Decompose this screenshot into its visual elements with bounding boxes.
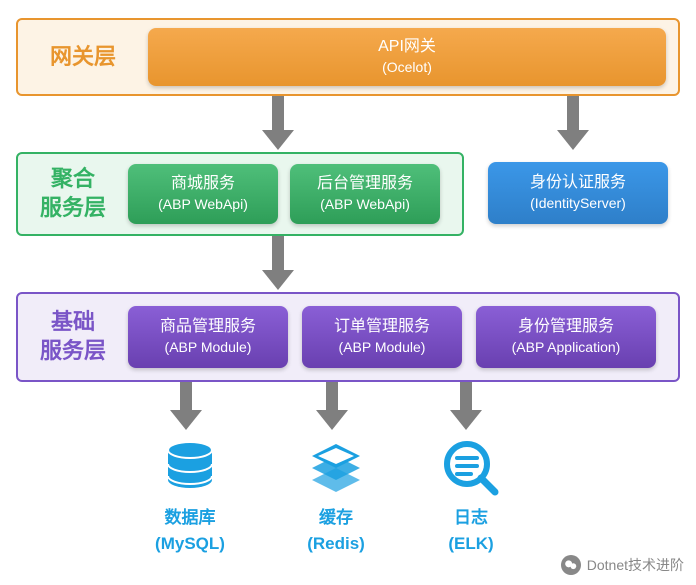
infra-database: 数据库 (MySQL) [140, 438, 240, 555]
infra-db-tech: (MySQL) [140, 533, 240, 555]
infra-log-tech: (ELK) [426, 533, 516, 555]
arrow-stem [180, 382, 192, 412]
database-icon [160, 438, 220, 498]
arrow-head [450, 410, 482, 430]
arrow-stem [272, 236, 284, 272]
arrow-head [557, 130, 589, 150]
product-service-sub: (ABP Module) [165, 338, 252, 358]
watermark-text: Dotnet技术进阶 [587, 555, 684, 575]
product-service-title: 商品管理服务 [160, 316, 256, 338]
infra-cache-tech: (Redis) [286, 533, 386, 555]
api-gateway-title: API网关 [378, 36, 436, 58]
search-icon [441, 438, 501, 498]
watermark: Dotnet技术进阶 [561, 555, 684, 575]
order-service-box: 订单管理服务 (ABP Module) [302, 306, 462, 368]
identity-service-title: 身份认证服务 [530, 172, 626, 194]
identity-service-box: 身份认证服务 (IdentityServer) [488, 162, 668, 224]
product-service-box: 商品管理服务 (ABP Module) [128, 306, 288, 368]
arrow-head [316, 410, 348, 430]
identity-mgmt-box: 身份管理服务 (ABP Application) [476, 306, 656, 368]
order-service-sub: (ABP Module) [339, 338, 426, 358]
identity-mgmt-sub: (ABP Application) [512, 338, 621, 358]
arrow-stem [272, 96, 284, 132]
gateway-layer-label: 网关层 [18, 43, 148, 72]
base-layer-label: 基础 服务层 [18, 308, 128, 365]
admin-service-sub: (ABP WebApi) [320, 195, 410, 215]
gateway-layer: 网关层 API网关 (Ocelot) [16, 18, 680, 96]
arrow-head [170, 410, 202, 430]
infra-log: 日志 (ELK) [426, 438, 516, 555]
arrow-head [262, 130, 294, 150]
infra-log-name: 日志 [426, 507, 516, 529]
infra-cache: 缓存 (Redis) [286, 438, 386, 555]
identity-mgmt-title: 身份管理服务 [518, 316, 614, 338]
mall-service-box: 商城服务 (ABP WebApi) [128, 164, 278, 224]
arrow-head [262, 270, 294, 290]
arrow-stem [567, 96, 579, 132]
identity-service-sub: (IdentityServer) [530, 194, 626, 214]
arrow-stem [326, 382, 338, 412]
infra-cache-name: 缓存 [286, 507, 386, 529]
infra-db-name: 数据库 [140, 507, 240, 529]
base-layer: 基础 服务层 商品管理服务 (ABP Module) 订单管理服务 (ABP M… [16, 292, 680, 382]
admin-service-box: 后台管理服务 (ABP WebApi) [290, 164, 440, 224]
api-gateway-sub: (Ocelot) [382, 58, 432, 78]
admin-service-title: 后台管理服务 [317, 173, 413, 195]
mall-service-sub: (ABP WebApi) [158, 195, 248, 215]
cache-icon [306, 438, 366, 498]
mall-service-title: 商城服务 [171, 173, 235, 195]
order-service-title: 订单管理服务 [334, 316, 430, 338]
arrow-stem [460, 382, 472, 412]
wechat-icon [561, 555, 581, 575]
api-gateway-box: API网关 (Ocelot) [148, 28, 666, 86]
aggregate-layer: 聚合 服务层 商城服务 (ABP WebApi) 后台管理服务 (ABP Web… [16, 152, 464, 236]
aggregate-layer-label: 聚合 服务层 [18, 165, 128, 222]
